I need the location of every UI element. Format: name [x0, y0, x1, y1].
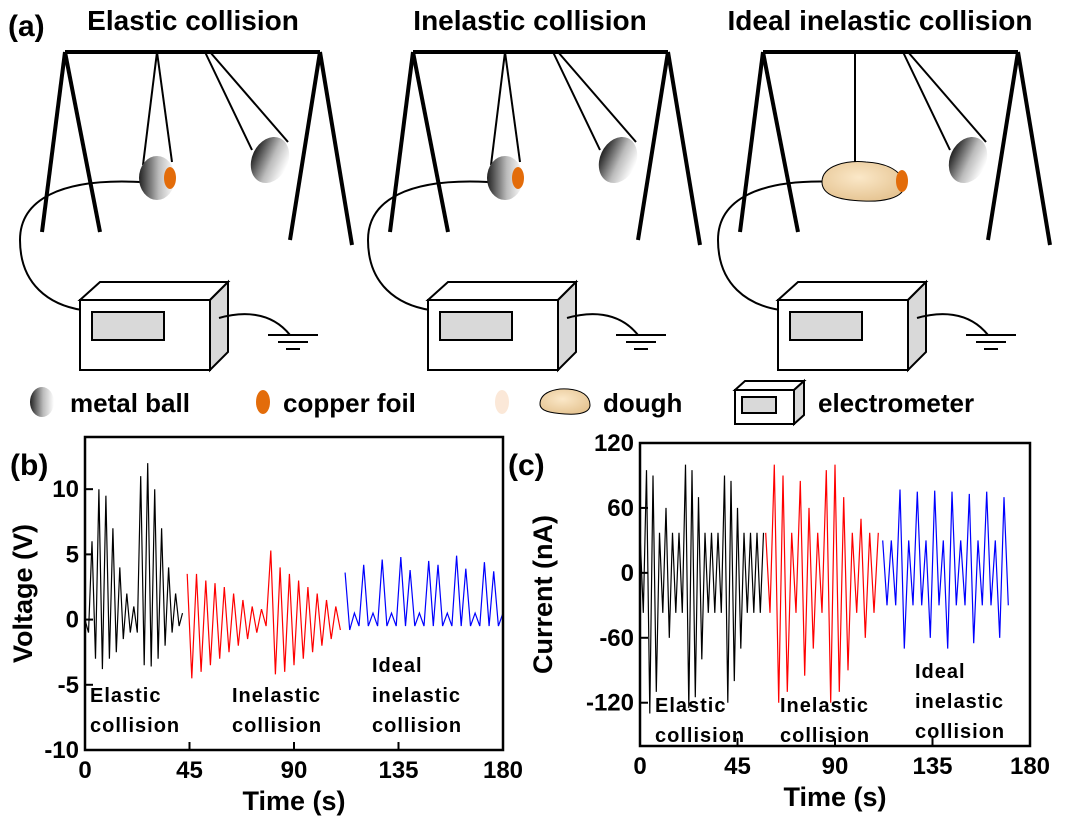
y-axis-label: Voltage (V) — [8, 524, 38, 663]
y-tick-label: -5 — [58, 672, 79, 699]
x-axis-label: Time (s) — [242, 786, 345, 816]
annotation: collision — [232, 715, 322, 737]
x-tick-label: 45 — [724, 753, 751, 780]
annotation: inelastic — [915, 691, 1004, 713]
diagram-title: Ideal inelastic collision — [728, 5, 1033, 36]
x-tick-label: 0 — [78, 757, 91, 784]
y-tick-label: 10 — [52, 476, 79, 503]
y-tick-label: 0 — [66, 607, 79, 634]
legend-label: metal ball — [70, 388, 190, 418]
diagram-title: Inelastic collision — [413, 5, 646, 36]
legend-label: electrometer — [818, 388, 974, 418]
annotation: collision — [372, 715, 462, 737]
annotation: collision — [90, 715, 180, 737]
diagram-title: Elastic collision — [87, 5, 299, 36]
data-line — [187, 551, 340, 679]
x-tick-label: 90 — [822, 753, 849, 780]
annotation: collision — [915, 721, 1005, 743]
x-tick-label: 0 — [633, 753, 646, 780]
x-axis-label: Time (s) — [783, 782, 886, 812]
legend-label: dough — [603, 388, 682, 418]
x-tick-label: 45 — [176, 757, 203, 784]
diagram — [368, 52, 700, 370]
legend-label: copper foil — [283, 388, 416, 418]
annotation: Elastic — [655, 695, 726, 717]
annotation: Inelastic — [232, 685, 321, 707]
legend: metal ball copper foil dough electromete… — [30, 381, 974, 424]
y-tick-label: 60 — [607, 495, 634, 522]
y-axis-label: Current (nA) — [528, 515, 558, 674]
annotation: Elastic — [90, 685, 161, 707]
annotation: collision — [655, 725, 745, 747]
x-tick-label: 90 — [281, 757, 308, 784]
annotation: Inelastic — [780, 695, 869, 717]
data-line — [85, 463, 183, 669]
y-tick-label: -60 — [599, 625, 634, 652]
y-tick-label: 5 — [66, 541, 79, 568]
data-line — [883, 490, 1009, 649]
annotation: Ideal — [372, 655, 423, 677]
y-tick-label: 120 — [594, 430, 634, 457]
data-line — [345, 556, 503, 630]
annotation: Ideal — [915, 661, 966, 683]
diagram — [20, 52, 352, 370]
x-tick-label: 135 — [912, 753, 952, 780]
y-tick-label: -120 — [586, 690, 634, 717]
y-tick-label: -10 — [44, 737, 79, 764]
y-tick-label: 0 — [621, 560, 634, 587]
panel-label: (a) — [8, 10, 45, 43]
annotation: collision — [780, 725, 870, 747]
panel-label: (c) — [508, 449, 545, 482]
data-line — [640, 465, 764, 714]
panel-label: (b) — [10, 449, 48, 482]
diagram — [718, 52, 1050, 370]
x-tick-label: 135 — [378, 757, 418, 784]
x-tick-label: 180 — [483, 757, 523, 784]
figure: (a) Elastic collision Inelastic collisio… — [0, 0, 1067, 825]
annotation: inelastic — [372, 685, 461, 707]
data-line — [766, 465, 879, 703]
x-tick-label: 180 — [1010, 753, 1050, 780]
